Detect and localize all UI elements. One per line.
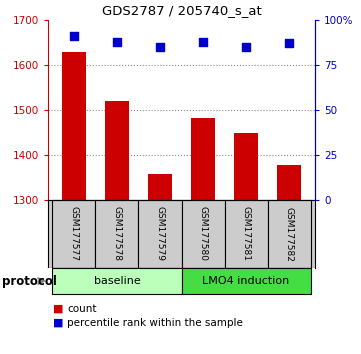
Bar [138,200,182,268]
Bar [234,133,258,200]
Bar [62,51,86,200]
Text: percentile rank within the sample: percentile rank within the sample [68,318,243,328]
Bar [182,268,311,294]
Point [243,44,249,50]
Bar [182,200,225,268]
Text: GSM177581: GSM177581 [242,206,251,262]
Text: GSM177579: GSM177579 [156,206,165,262]
Bar [52,268,182,294]
Point [114,39,120,45]
Text: GSM177578: GSM177578 [112,206,121,262]
Text: ■: ■ [53,304,67,314]
Point [71,33,77,39]
Point [286,41,292,46]
Text: baseline: baseline [93,276,140,286]
Bar [225,200,268,268]
Point [200,39,206,45]
Bar [52,200,95,268]
Text: count: count [68,304,97,314]
Text: GSM177582: GSM177582 [285,207,293,262]
Text: GSM177577: GSM177577 [69,206,78,262]
Bar [105,101,129,200]
Text: protocol: protocol [2,274,57,287]
Bar [268,200,311,268]
Bar [148,174,172,200]
Point [157,44,163,50]
Bar [191,118,215,200]
Text: GSM177580: GSM177580 [199,206,208,262]
Bar [95,200,138,268]
Text: LMO4 induction: LMO4 induction [203,276,290,286]
Text: ■: ■ [53,318,67,328]
Bar [277,165,301,200]
Title: GDS2787 / 205740_s_at: GDS2787 / 205740_s_at [102,5,261,17]
